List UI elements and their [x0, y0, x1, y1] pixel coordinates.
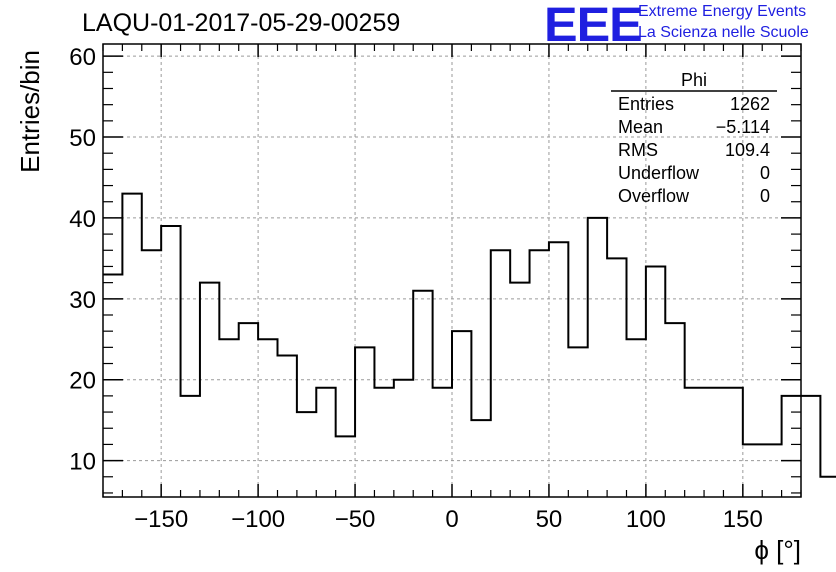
stats-row-value: −5.114	[716, 117, 770, 137]
x-tick-label: −50	[335, 506, 376, 533]
y-axis-label: Entries/bin	[15, 50, 45, 173]
axis-tick-labels: −150 −100 −50 0 50 100 150 10 20 30 40 50 60	[69, 44, 763, 533]
stats-row-label: Underflow	[618, 163, 700, 183]
stats-row-label: Overflow	[618, 186, 690, 206]
stats-row-label: RMS	[618, 140, 658, 160]
stats-row-value: 0	[760, 163, 770, 183]
logo-caption-line2: La Scienza nelle Scuole	[638, 24, 809, 41]
x-axis-label: ϕ [°]	[754, 535, 801, 565]
y-tick-label: 30	[69, 287, 96, 314]
x-tick-label: 0	[445, 506, 458, 533]
logo-caption-line1: Extreme Energy Events	[638, 3, 807, 20]
histogram-series	[103, 192, 836, 478]
stats-row-label: Entries	[618, 94, 674, 114]
x-tick-label: −150	[134, 506, 188, 533]
y-tick-label: 50	[69, 125, 96, 152]
x-tick-label: 150	[723, 506, 763, 533]
stats-title: Phi	[681, 70, 707, 90]
x-tick-label: 50	[536, 506, 563, 533]
stats-row-label: Mean	[618, 117, 663, 137]
stats-box: Phi Entries 1262 Mean −5.114 RMS 109.4 Underfl…	[611, 70, 777, 206]
grid-lines	[103, 44, 801, 497]
y-tick-label: 40	[69, 206, 96, 233]
axis-ticks	[102, 44, 802, 497]
y-tick-label: 60	[69, 44, 96, 71]
x-tick-label: −100	[231, 506, 285, 533]
stats-row-value: 0	[760, 186, 770, 206]
stats-row-value: 109.4	[725, 140, 770, 160]
y-tick-label: 10	[69, 449, 96, 476]
x-tick-label: 100	[626, 506, 666, 533]
y-tick-label: 20	[69, 368, 96, 395]
stats-row-value: 1262	[730, 94, 770, 114]
chart-title: LAQU-01-2017-05-29-00259	[82, 9, 401, 37]
